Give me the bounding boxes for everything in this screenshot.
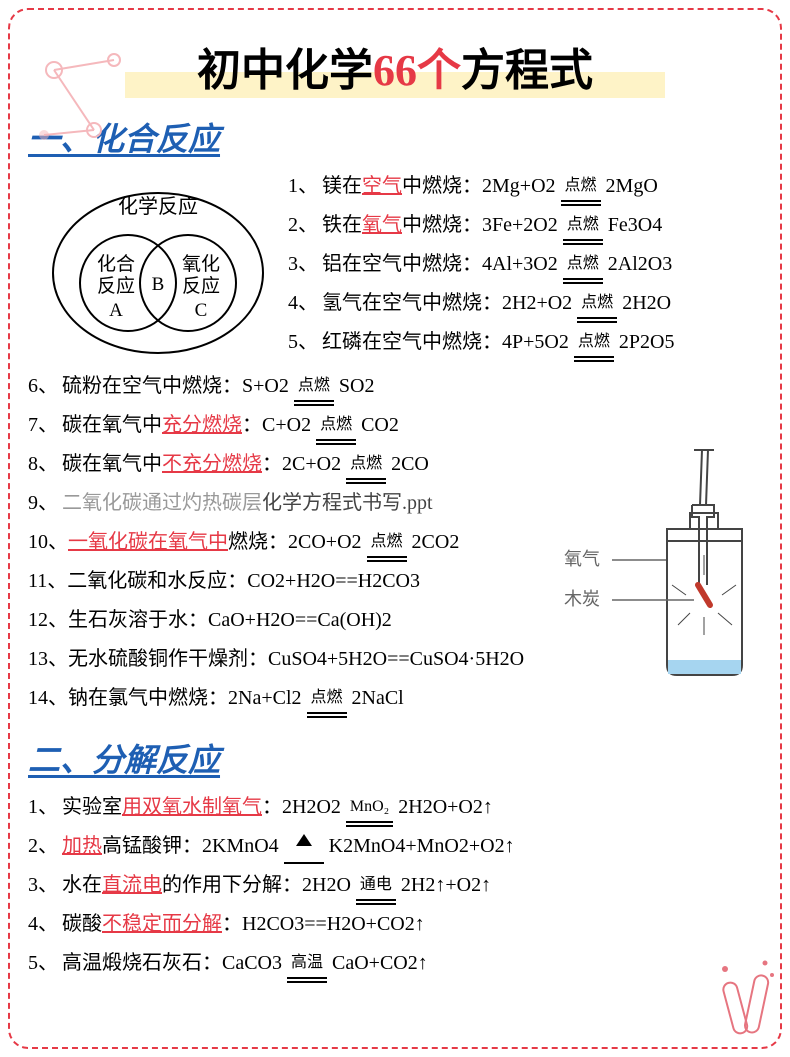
equation-row: 3、水在直流电的作用下分解：2H2O 通电 2H2↑+O2↑	[28, 867, 762, 904]
equation-row: 2、加热高锰酸钾：2KMnO4 K2MnO4+MnO2+O2↑	[28, 828, 762, 865]
equation-row: 7、碳在氧气中充分燃烧：C+O2 点燃 CO2	[28, 407, 762, 444]
venn-diagram: 化学反应 化合 反应 A B 氧化 反应 C	[28, 168, 278, 368]
equation-row: 5、高温煅烧石灰石：CaCO3 高温 CaO+CO2↑	[28, 945, 762, 982]
svg-text:反应: 反应	[97, 275, 135, 297]
svg-text:B: B	[152, 274, 165, 295]
svg-text:化合: 化合	[97, 253, 135, 275]
equation-row: 6、硫粉在空气中燃烧：S+O2 点燃 SO2	[28, 368, 762, 405]
svg-text:氧化: 氧化	[182, 253, 220, 275]
exp-label-oxygen: 氧气	[564, 545, 600, 571]
test-tube-decoration	[710, 957, 780, 1047]
section-2-equations: 1、实验室用双氧水制氧气：2H2O2 MnO₂ 2H2O+O2↑2、加热高锰酸钾…	[28, 789, 762, 982]
svg-text:反应: 反应	[182, 275, 220, 297]
section-2-heading: 二、分解反应	[28, 735, 762, 781]
equation-row: 4、碳酸不稳定而分解：H2CO3==H2O+CO2↑	[28, 906, 762, 943]
title-part-1: 初中化学	[197, 46, 373, 95]
svg-text:C: C	[195, 300, 208, 321]
exp-label-charcoal: 木炭	[564, 585, 600, 611]
svg-text:A: A	[109, 300, 123, 321]
title-part-2: 66个	[373, 46, 461, 95]
equation-row: 1、实验室用双氧水制氧气：2H2O2 MnO₂ 2H2O+O2↑	[28, 789, 762, 826]
page-title: 初中化学66个方程式	[28, 30, 762, 102]
svg-text:化学反应: 化学反应	[118, 195, 198, 218]
experiment-diagram: 氧气 木炭	[612, 445, 762, 695]
title-part-3: 方程式	[461, 46, 593, 95]
